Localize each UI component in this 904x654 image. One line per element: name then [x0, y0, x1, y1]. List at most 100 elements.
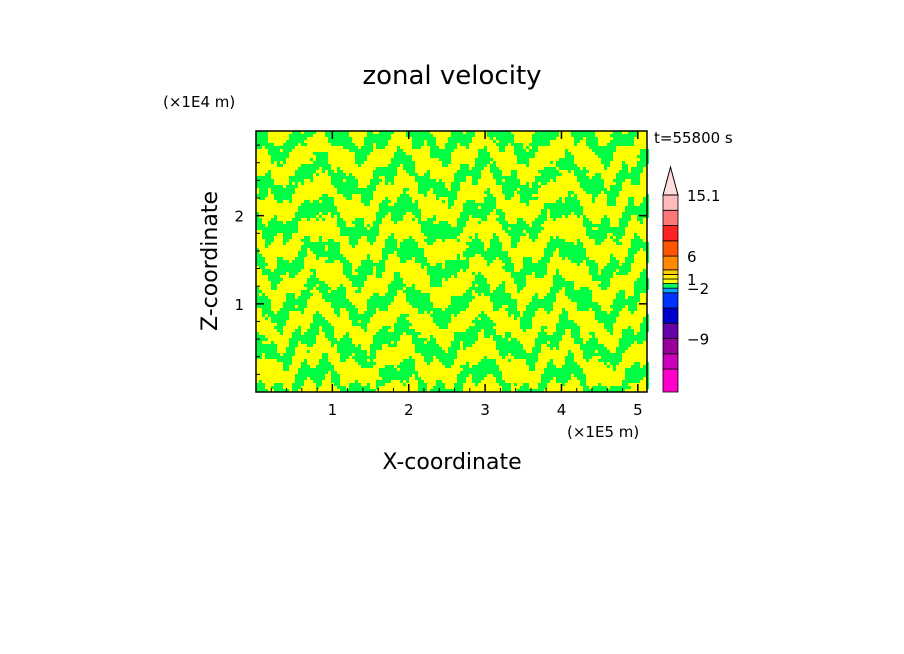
heatmap-cell	[595, 143, 598, 146]
heatmap-cell	[361, 197, 364, 200]
heatmap-cell	[622, 335, 625, 338]
heatmap-cell	[502, 182, 505, 185]
heatmap-cell	[451, 236, 454, 239]
heatmap-cell	[307, 374, 310, 377]
heatmap-cell	[415, 341, 418, 344]
heatmap-cell	[607, 269, 610, 272]
heatmap-cell	[274, 317, 277, 320]
heatmap-cell	[580, 374, 583, 377]
heatmap-cell	[469, 131, 472, 134]
heatmap-cell	[496, 176, 499, 179]
heatmap-cell	[622, 140, 625, 143]
heatmap-cell	[352, 350, 355, 353]
heatmap-cell	[622, 269, 625, 272]
heatmap-cell	[496, 287, 499, 290]
heatmap-cell	[547, 374, 550, 377]
heatmap-cell	[349, 386, 352, 389]
heatmap-cell	[385, 200, 388, 203]
heatmap-cell	[544, 308, 547, 311]
heatmap-cell	[505, 347, 508, 350]
heatmap-cell	[412, 251, 415, 254]
heatmap-cell	[559, 317, 562, 320]
heatmap-cell	[550, 305, 553, 308]
heatmap-cell	[430, 140, 433, 143]
heatmap-cell	[607, 326, 610, 329]
heatmap-cell	[529, 359, 532, 362]
heatmap-cell	[466, 374, 469, 377]
heatmap-cell	[418, 377, 421, 380]
heatmap-cell	[391, 173, 394, 176]
heatmap-cell	[304, 290, 307, 293]
heatmap-cell	[373, 344, 376, 347]
heatmap-cell	[631, 170, 634, 173]
heatmap-cell	[448, 161, 451, 164]
heatmap-cell	[361, 314, 364, 317]
heatmap-cell	[439, 353, 442, 356]
heatmap-cell	[580, 257, 583, 260]
heatmap-cell	[559, 371, 562, 374]
heatmap-cell	[424, 230, 427, 233]
heatmap-cell	[448, 191, 451, 194]
heatmap-cell	[532, 368, 535, 371]
heatmap-cell	[469, 335, 472, 338]
heatmap-cell	[400, 248, 403, 251]
heatmap-cell	[415, 251, 418, 254]
heatmap-cell	[595, 188, 598, 191]
heatmap-cell	[553, 212, 556, 215]
heatmap-cell	[547, 170, 550, 173]
heatmap-cell	[442, 362, 445, 365]
heatmap-cell	[418, 290, 421, 293]
heatmap-cell	[391, 242, 394, 245]
heatmap-cell	[586, 191, 589, 194]
heatmap-cell	[559, 368, 562, 371]
heatmap-cell	[439, 272, 442, 275]
heatmap-cell	[319, 158, 322, 161]
heatmap-cell	[340, 347, 343, 350]
heatmap-cell	[514, 176, 517, 179]
heatmap-cell	[613, 305, 616, 308]
heatmap-cell	[460, 170, 463, 173]
heatmap-cell	[601, 347, 604, 350]
heatmap-cell	[271, 287, 274, 290]
heatmap-cell	[571, 248, 574, 251]
heatmap-cell	[319, 380, 322, 383]
heatmap-cell	[580, 383, 583, 386]
heatmap-cell	[271, 179, 274, 182]
heatmap-cell	[280, 359, 283, 362]
heatmap-cell	[274, 272, 277, 275]
heatmap-cell	[409, 323, 412, 326]
heatmap-cell	[454, 302, 457, 305]
heatmap-cell	[493, 131, 496, 134]
heatmap-cell	[547, 203, 550, 206]
heatmap-cell	[454, 269, 457, 272]
heatmap-cell	[307, 284, 310, 287]
heatmap-cell	[511, 353, 514, 356]
heatmap-cell	[637, 284, 640, 287]
heatmap-cell	[454, 137, 457, 140]
heatmap-cell	[568, 377, 571, 380]
heatmap-cell	[628, 296, 631, 299]
heatmap-cell	[586, 344, 589, 347]
heatmap-cell	[511, 179, 514, 182]
heatmap-cell	[448, 311, 451, 314]
heatmap-cell	[364, 146, 367, 149]
heatmap-cell	[352, 356, 355, 359]
heatmap-cell	[304, 296, 307, 299]
heatmap-cell	[499, 170, 502, 173]
heatmap-cell	[427, 137, 430, 140]
heatmap-cell	[595, 194, 598, 197]
heatmap-cell	[634, 374, 637, 377]
heatmap-cell	[469, 290, 472, 293]
heatmap-cell	[535, 137, 538, 140]
heatmap-cell	[355, 359, 358, 362]
heatmap-cell	[433, 137, 436, 140]
heatmap-cell	[625, 218, 628, 221]
heatmap-cell	[463, 269, 466, 272]
heatmap-cell	[430, 341, 433, 344]
heatmap-cell	[448, 152, 451, 155]
heatmap-cell	[643, 212, 646, 215]
heatmap-cell	[460, 140, 463, 143]
heatmap-cell	[469, 137, 472, 140]
heatmap-cell	[370, 296, 373, 299]
heatmap-cell	[304, 368, 307, 371]
